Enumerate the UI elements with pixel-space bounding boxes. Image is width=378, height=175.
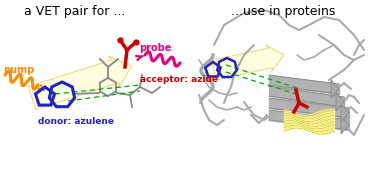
Text: acceptor: azide: acceptor: azide — [140, 75, 218, 84]
Polygon shape — [341, 116, 349, 134]
FancyArrow shape — [28, 56, 132, 109]
Text: a VET pair for ...: a VET pair for ... — [24, 5, 126, 18]
Text: donor: azulene: donor: azulene — [38, 117, 114, 126]
Polygon shape — [341, 104, 349, 122]
Text: ...use in proteins: ...use in proteins — [231, 5, 335, 18]
Polygon shape — [331, 80, 339, 98]
FancyArrow shape — [212, 45, 284, 80]
Polygon shape — [336, 93, 344, 111]
Text: pump: pump — [3, 65, 34, 75]
Text: probe: probe — [139, 43, 171, 53]
